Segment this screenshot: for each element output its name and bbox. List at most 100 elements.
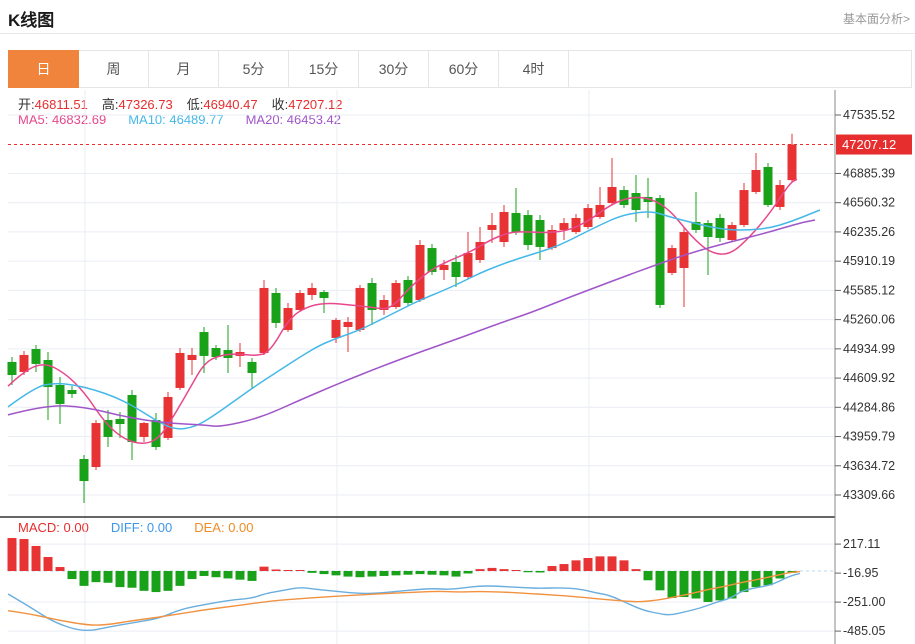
macd-bar <box>235 571 245 580</box>
page-title: K线图 <box>8 11 55 30</box>
candle-body <box>415 244 425 301</box>
axis-tick-label: 46560.32 <box>843 196 895 210</box>
period-tab-bar: 日周月 5分 15分 30分 60分 4时 <box>8 50 912 88</box>
axis-tick-label: -16.95 <box>843 566 878 580</box>
axis-tick-label: 47535.52 <box>843 108 895 122</box>
tab-period-5[interactable]: 30分 <box>359 51 429 87</box>
candle-body <box>31 349 41 364</box>
candle-body <box>67 390 77 394</box>
axis-tick-label: 44934.99 <box>843 342 895 356</box>
candle-body <box>295 293 305 310</box>
candle-body <box>367 283 377 310</box>
candle-body <box>439 264 449 270</box>
ohlc-value: 46811.51 <box>34 97 88 112</box>
tab-period-4[interactable]: 15分 <box>289 51 359 87</box>
axis-tick-label: 44609.92 <box>843 371 895 385</box>
macd-bar <box>223 571 233 579</box>
grid-layer <box>8 90 835 644</box>
candles-layer <box>7 133 797 503</box>
candle-body <box>151 419 161 448</box>
macd-bar <box>643 571 653 581</box>
candle-body <box>499 211 509 243</box>
axis-tick-label: 43959.79 <box>843 430 895 444</box>
candle-body <box>175 352 185 388</box>
candle-body <box>91 423 101 468</box>
macd-bar <box>175 571 185 586</box>
candle-body <box>343 321 353 327</box>
candle-body <box>619 190 629 205</box>
current-price-tag <box>836 134 912 155</box>
macd-bar <box>259 566 269 571</box>
macd-bar <box>463 571 473 574</box>
diff-value: DIFF: 0.00 <box>110 520 173 535</box>
macd-bar <box>607 556 617 571</box>
macd-bar <box>331 571 341 576</box>
fundamental-analysis-link[interactable]: 基本面分析> <box>842 12 910 26</box>
macd-bar <box>283 570 293 571</box>
macd-bar <box>67 571 77 580</box>
candle-body <box>679 232 689 269</box>
tab-period-7[interactable]: 4时 <box>499 51 569 87</box>
tab-period-2[interactable]: 月 <box>149 51 219 87</box>
kline-chart[interactable]: 47535.52 46885.39 46560.32 46235.26 45910.19… <box>0 90 915 644</box>
ma20-value: MA20: 46453.42 <box>245 112 341 127</box>
macd-bar <box>499 569 509 571</box>
axis-tick-label: -251.00 <box>843 595 885 609</box>
ma5-line <box>7 178 798 444</box>
candle-body <box>631 193 641 211</box>
candle-body <box>523 215 533 245</box>
macd-bar <box>535 571 545 573</box>
macd-bar <box>511 570 521 571</box>
tab-period-1[interactable]: 周 <box>79 51 149 87</box>
axis-tick-label: 46885.39 <box>843 166 895 180</box>
candle-body <box>727 225 737 241</box>
macd-bar <box>703 571 713 602</box>
y-axis: 47535.52 46885.39 46560.32 46235.26 45910.19… <box>834 90 895 644</box>
macd-bar <box>391 571 401 576</box>
macd-bar <box>355 571 365 578</box>
axis-tick-label: 45910.19 <box>843 254 895 268</box>
candle-body <box>391 283 401 308</box>
axis-tick-label: 43309.66 <box>843 488 895 502</box>
macd-bar <box>427 571 437 575</box>
candle-body <box>319 292 329 299</box>
axis-tick-label: 217.11 <box>843 537 880 551</box>
macd-bar <box>163 571 173 591</box>
ohlc-info-row: 开:46811.51 高:47326.73 低:46940.47 收:47207.12 <box>18 94 356 113</box>
macd-bar <box>307 571 317 573</box>
candle-body <box>199 332 209 356</box>
tab-period-6[interactable]: 60分 <box>429 51 499 87</box>
macd-bar <box>559 564 569 571</box>
tab-period-3[interactable]: 5分 <box>219 51 289 87</box>
candle-body <box>7 361 17 376</box>
candle-body <box>283 308 293 330</box>
candle-body <box>379 300 389 310</box>
macd-bar <box>271 569 281 571</box>
macd-bar <box>415 571 425 575</box>
candle-body <box>775 185 785 207</box>
macd-bar <box>31 545 41 571</box>
macd-bar <box>487 567 497 571</box>
ohlc-value: 47326.73 <box>118 97 173 112</box>
candle-body <box>739 190 749 226</box>
candle-body <box>691 221 701 230</box>
tab-period-0[interactable]: 日 <box>8 50 79 88</box>
ma-info-row: MA5: 46832.69 MA10: 46489.77 MA20: 46453.4… <box>18 112 363 127</box>
axis-tick-label: 43634.72 <box>843 459 895 473</box>
macd-bar <box>595 556 605 571</box>
candle-body <box>751 169 761 193</box>
candle-body <box>355 287 365 330</box>
ohlc-value: 47207.12 <box>288 97 343 112</box>
macd-bar <box>475 569 485 571</box>
candle-body <box>271 293 281 323</box>
macd-bar <box>583 557 593 571</box>
axis-tick-label: 46235.26 <box>843 225 895 239</box>
macd-bar <box>151 571 161 593</box>
candle-body <box>583 208 593 228</box>
candle-body <box>511 212 521 233</box>
macd-bar <box>547 566 557 571</box>
candle-body <box>763 167 773 205</box>
candle-body <box>595 204 605 218</box>
ohlc-value: 46940.47 <box>203 97 258 112</box>
macd-bar <box>247 571 257 581</box>
